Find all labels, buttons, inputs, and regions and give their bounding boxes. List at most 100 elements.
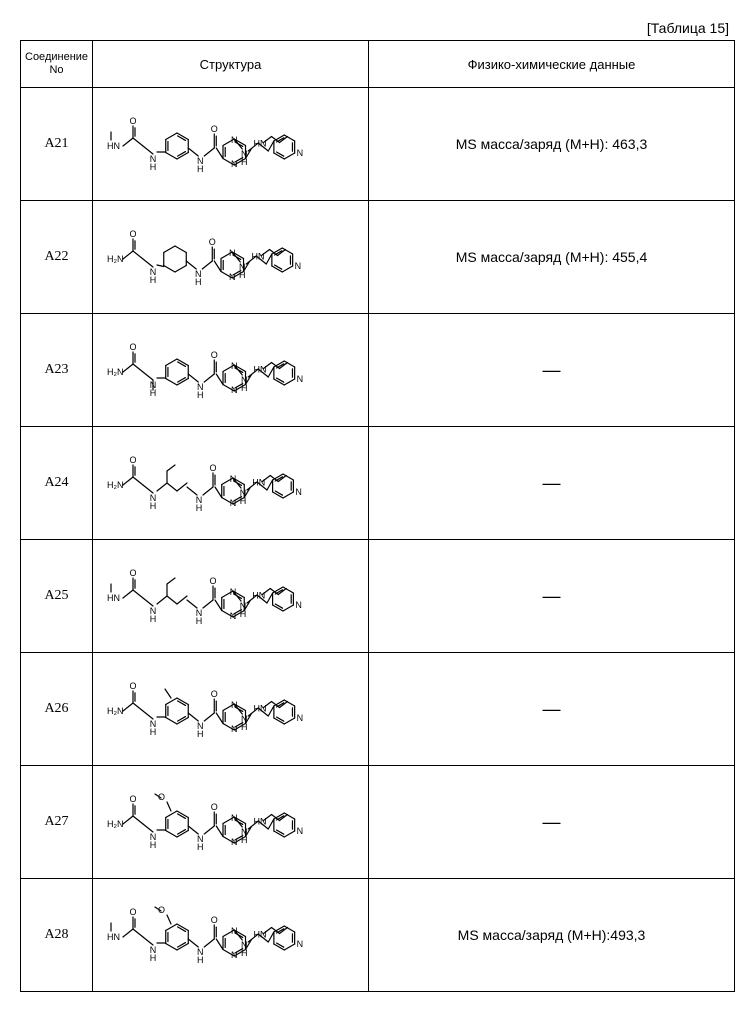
table-row: A27H₂NONHONHONNHNNHN—	[21, 766, 735, 879]
svg-text:HN: HN	[253, 364, 266, 374]
compound-id: A28	[21, 879, 93, 992]
svg-text:H₂N: H₂N	[107, 367, 124, 377]
svg-text:O: O	[129, 907, 136, 917]
svg-text:H: H	[197, 842, 204, 852]
header-id-line2: No	[49, 64, 63, 76]
svg-text:N: N	[295, 487, 302, 497]
svg-text:N: N	[231, 159, 238, 169]
svg-text:HN: HN	[253, 929, 266, 939]
svg-text:HN: HN	[252, 590, 265, 600]
table-row: A23H₂NONHNHONNHNNHN—	[21, 314, 735, 427]
svg-text:N: N	[229, 272, 236, 282]
svg-text:N: N	[229, 248, 236, 258]
header-row: Соединение No Структура Физико-химически…	[21, 41, 735, 88]
compound-id: A22	[21, 201, 93, 314]
compound-table: Соединение No Структура Физико-химически…	[20, 40, 735, 992]
svg-text:H: H	[149, 953, 156, 963]
svg-text:N: N	[229, 498, 236, 508]
table-row: A24H₂NONHNHONNHNNHN—	[21, 427, 735, 540]
table-row: A25HNONHNHONNHNNHN—	[21, 540, 735, 653]
no-data-dash: —	[543, 586, 561, 606]
svg-text:H: H	[149, 162, 156, 172]
svg-text:O: O	[129, 116, 136, 126]
physchem-cell: —	[369, 766, 735, 879]
svg-text:H: H	[197, 955, 204, 965]
svg-text:O: O	[209, 576, 216, 586]
svg-text:HN: HN	[252, 477, 265, 487]
header-structure: Структура	[93, 41, 369, 88]
structure-cell: H₂NONHNHONNHNNHN	[93, 653, 369, 766]
physchem-cell: —	[369, 314, 735, 427]
svg-text:N: N	[231, 361, 238, 371]
svg-text:N: N	[231, 700, 238, 710]
svg-text:O: O	[129, 342, 136, 352]
physchem-cell: MS масса/заряд (M+H): 463,3	[369, 88, 735, 201]
structure-cell: HNONHONHONNHNNHN	[93, 879, 369, 992]
structure-cell: HNONHNHONNHNNHN	[93, 540, 369, 653]
header-id-line1: Соединение	[25, 51, 88, 63]
svg-text:O: O	[157, 905, 164, 915]
physchem-cell: —	[369, 427, 735, 540]
svg-text:H: H	[239, 609, 246, 619]
compound-id: A24	[21, 427, 93, 540]
svg-text:H₂N: H₂N	[107, 254, 124, 264]
svg-text:O: O	[209, 463, 216, 473]
svg-text:O: O	[210, 689, 217, 699]
physchem-cell: —	[369, 540, 735, 653]
svg-text:N: N	[296, 374, 303, 384]
table-row: A26H₂NONHNHONNHNNHN—	[21, 653, 735, 766]
svg-text:N: N	[229, 474, 236, 484]
svg-text:H₂N: H₂N	[107, 706, 124, 716]
compound-id: A23	[21, 314, 93, 427]
svg-text:O: O	[157, 792, 164, 802]
svg-text:H: H	[149, 614, 156, 624]
svg-text:O: O	[210, 802, 217, 812]
svg-text:H: H	[197, 390, 204, 400]
compound-id: A27	[21, 766, 93, 879]
svg-text:O: O	[208, 237, 215, 247]
svg-text:O: O	[210, 124, 217, 134]
svg-text:H: H	[241, 383, 248, 393]
structure-cell: H₂NONHNHONNHNNHN	[93, 201, 369, 314]
svg-text:H: H	[149, 840, 156, 850]
svg-text:H: H	[241, 722, 248, 732]
compound-id: A21	[21, 88, 93, 201]
svg-text:H: H	[195, 503, 202, 513]
svg-text:H: H	[149, 501, 156, 511]
structure-cell: HNONHNHONNHNNHN	[93, 88, 369, 201]
svg-text:HN: HN	[107, 141, 120, 151]
svg-text:H: H	[195, 616, 202, 626]
svg-text:H₂N: H₂N	[107, 480, 124, 490]
table-row: A28HNONHONHONNHNNHNMS масса/заряд (M+H):…	[21, 879, 735, 992]
svg-text:N: N	[231, 813, 238, 823]
svg-text:N: N	[295, 600, 302, 610]
svg-text:N: N	[296, 826, 303, 836]
no-data-dash: —	[543, 812, 561, 832]
svg-text:H₂N: H₂N	[107, 819, 124, 829]
compound-id: A25	[21, 540, 93, 653]
svg-text:HN: HN	[251, 251, 264, 261]
structure-cell: H₂NONHNHONNHNNHN	[93, 427, 369, 540]
no-data-dash: —	[543, 360, 561, 380]
physchem-cell: MS масса/заряд (M+H):493,3	[369, 879, 735, 992]
svg-text:HN: HN	[253, 138, 266, 148]
svg-text:O: O	[210, 915, 217, 925]
svg-text:H: H	[239, 270, 246, 280]
structure-cell: H₂NONHONHONNHNNHN	[93, 766, 369, 879]
svg-text:H: H	[149, 727, 156, 737]
physchem-cell: —	[369, 653, 735, 766]
svg-text:O: O	[129, 681, 136, 691]
table-row: A21HNONHNHONNHNNHNMS масса/заряд (M+H): …	[21, 88, 735, 201]
svg-text:H: H	[241, 835, 248, 845]
svg-text:HN: HN	[107, 932, 120, 942]
header-id: Соединение No	[21, 41, 93, 88]
compound-id: A26	[21, 653, 93, 766]
svg-text:H: H	[197, 164, 204, 174]
svg-text:N: N	[296, 939, 303, 949]
svg-text:HN: HN	[107, 593, 120, 603]
svg-text:HN: HN	[253, 703, 266, 713]
svg-text:N: N	[231, 724, 238, 734]
svg-text:N: N	[231, 950, 238, 960]
svg-text:N: N	[296, 148, 303, 158]
physchem-cell: MS масса/заряд (M+H): 455,4	[369, 201, 735, 314]
